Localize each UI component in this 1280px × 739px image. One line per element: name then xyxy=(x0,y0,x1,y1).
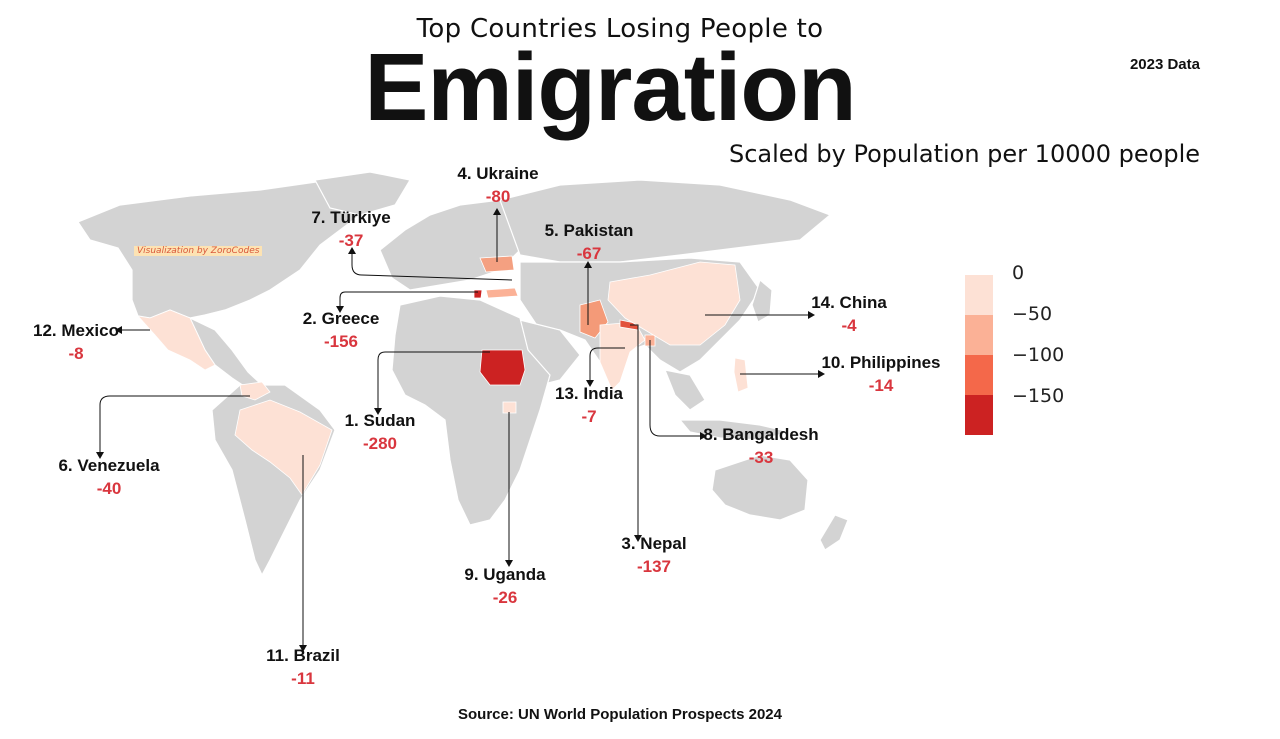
greenland-land xyxy=(314,171,411,216)
label-nepal-name: 3. Nepal xyxy=(621,534,687,553)
label-uganda-value: -26 xyxy=(492,588,518,607)
label-venezuela: 6. Venezuela -40 xyxy=(58,455,159,501)
label-turkey: 7. Türkiye -37 xyxy=(311,207,390,253)
leader-nepal xyxy=(630,324,639,535)
country-greece-shape xyxy=(473,289,483,299)
label-venezuela-value: -40 xyxy=(96,479,122,498)
leader-lines xyxy=(99,215,818,645)
label-china-name: 14. China xyxy=(811,293,887,312)
country-mexico-shape xyxy=(136,309,216,371)
label-sudan-value: -280 xyxy=(362,434,398,453)
label-philippines-name: 10. Philippines xyxy=(821,353,941,372)
legend-swatch-1 xyxy=(965,315,993,355)
label-turkey-name: 7. Türkiye xyxy=(311,208,391,227)
label-pakistan: 5. Pakistan -67 xyxy=(545,220,634,266)
label-nepal-value: -137 xyxy=(636,557,672,576)
country-china-shape xyxy=(607,261,741,346)
indonesia-land xyxy=(678,419,791,441)
data-year-label: 2023 Data xyxy=(1129,56,1200,73)
label-turkey-value: -37 xyxy=(338,231,364,250)
label-sudan-name: 1. Sudan xyxy=(344,411,416,430)
legend-label-0: 0 xyxy=(1012,262,1025,284)
leader-bangladesh xyxy=(649,340,700,437)
legend-label-2: −100 xyxy=(1012,344,1065,366)
leader-arrowheads xyxy=(96,208,825,652)
color-legend xyxy=(965,275,993,435)
label-sudan: 1. Sudan -280 xyxy=(345,410,416,456)
new-zealand-land xyxy=(819,514,849,551)
label-greece-name: 2. Greece xyxy=(302,309,380,328)
country-philippines-shape xyxy=(733,357,749,393)
leader-greece xyxy=(339,291,478,306)
label-china: 14. China -4 xyxy=(811,292,887,338)
label-greece: 2. Greece -156 xyxy=(303,308,380,354)
southeast-asia-land xyxy=(664,369,706,411)
label-china-value: -4 xyxy=(841,316,857,335)
label-india-value: -7 xyxy=(581,407,597,426)
legend-swatch-2 xyxy=(965,355,993,395)
label-ukraine: 4. Ukraine -80 xyxy=(457,163,538,209)
label-nepal: 3. Nepal -137 xyxy=(621,533,686,579)
leader-india xyxy=(589,347,625,380)
label-india: 13. India -7 xyxy=(555,383,623,429)
label-venezuela-name: 6. Venezuela xyxy=(58,456,160,475)
label-bangladesh: 8. Bangaldesh -33 xyxy=(703,424,818,470)
label-uganda: 9. Uganda -26 xyxy=(464,564,545,610)
map-subtitle: Top Countries Losing People to xyxy=(416,14,824,44)
legend-swatch-3 xyxy=(965,395,993,435)
label-india-name: 13. India xyxy=(554,384,624,403)
legend-swatch-0 xyxy=(965,275,993,315)
label-mexico-value: -8 xyxy=(68,344,84,363)
source-credit: Source: UN World Population Prospects 20… xyxy=(458,706,782,723)
country-uganda-shape xyxy=(502,401,517,414)
label-brazil-value: -11 xyxy=(291,669,315,688)
scale-note: Scaled by Population per 10000 people xyxy=(728,140,1200,168)
label-ukraine-name: 4. Ukraine xyxy=(457,164,539,183)
label-mexico: 12. Mexico -8 xyxy=(33,320,119,366)
country-turkey-shape xyxy=(485,287,519,299)
australia-land xyxy=(711,454,809,521)
legend-label-1: −50 xyxy=(1012,303,1053,325)
japan-land xyxy=(751,278,773,323)
label-philippines: 10. Philippines -14 xyxy=(821,352,940,398)
label-greece-value: -156 xyxy=(323,332,359,351)
country-ukraine-shape xyxy=(479,255,515,273)
label-bangladesh-name: 8. Bangaldesh xyxy=(703,425,819,444)
label-brazil-name: 11. Brazil xyxy=(266,646,340,665)
leader-turkey xyxy=(351,254,513,281)
label-brazil: 11. Brazil -11 xyxy=(266,645,340,691)
label-bangladesh-value: -33 xyxy=(748,448,774,467)
leader-venezuela xyxy=(99,395,250,452)
country-brazil-shape xyxy=(234,399,333,496)
label-pakistan-value: -67 xyxy=(576,244,602,263)
label-philippines-value: -14 xyxy=(868,376,894,395)
watermark-text: Visualization by ZoroCodes xyxy=(134,246,263,256)
land-masses xyxy=(77,171,849,577)
label-mexico-name: 12. Mexico xyxy=(33,321,119,340)
label-uganda-name: 9. Uganda xyxy=(464,565,546,584)
map-title: Emigration xyxy=(364,34,856,141)
legend-label-3: −150 xyxy=(1012,385,1065,407)
label-pakistan-name: 5. Pakistan xyxy=(544,221,634,240)
country-sudan-shape xyxy=(479,349,526,386)
leader-sudan xyxy=(377,351,490,408)
label-ukraine-value: -80 xyxy=(485,187,511,206)
